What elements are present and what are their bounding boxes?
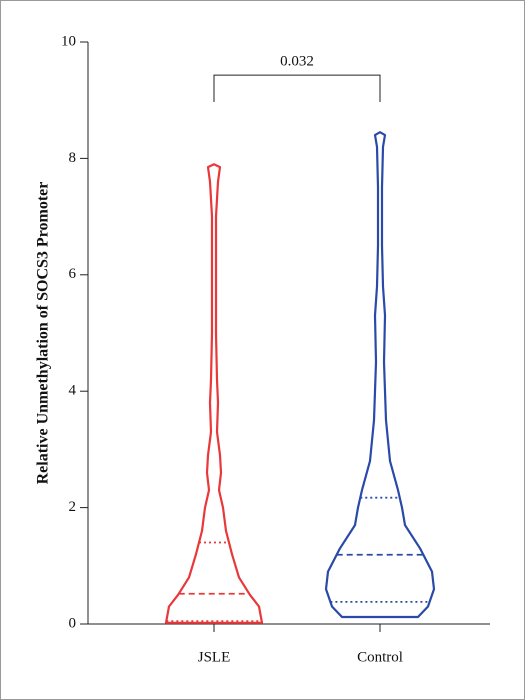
y-tick-label: 2 xyxy=(69,499,77,515)
y-axis-label: Relative Unmethylation of SOCS3 Promoter xyxy=(35,182,52,485)
annotation: 0.032 xyxy=(280,54,314,70)
y-tick-label: 6 xyxy=(69,266,77,282)
x-tick-label: JSLE xyxy=(198,649,231,665)
violin xyxy=(164,163,264,624)
y-tick-label: 0 xyxy=(69,615,77,631)
y-tick-label: 8 xyxy=(69,150,77,166)
y-tick-label: 10 xyxy=(61,33,76,49)
y-tick-label: 4 xyxy=(69,383,77,399)
violin xyxy=(324,131,436,619)
x-tick-label: Control xyxy=(357,649,403,665)
significance-bracket xyxy=(213,74,381,102)
